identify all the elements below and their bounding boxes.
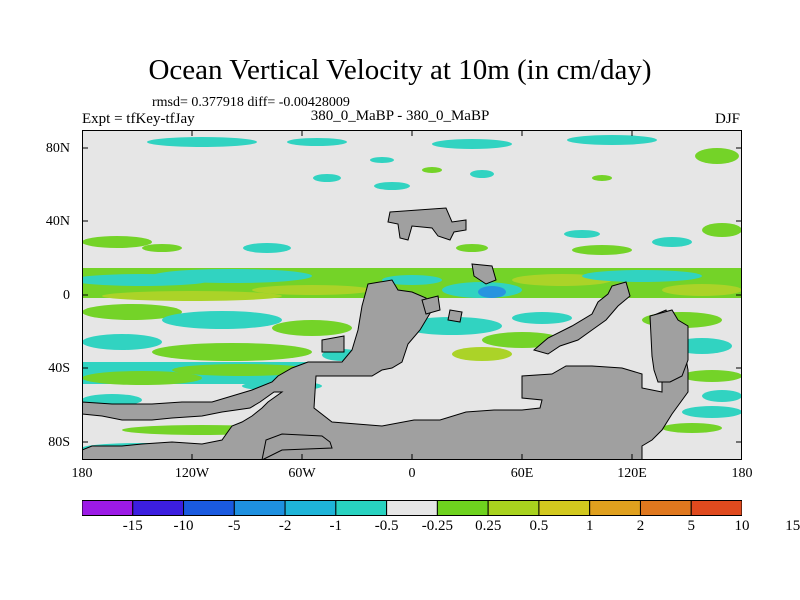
colorbar-box xyxy=(538,500,591,516)
colorbar-label: 1 xyxy=(585,518,594,534)
colorbar-label: -0.25 xyxy=(421,518,454,534)
lon-label-180e: 180 xyxy=(731,466,753,481)
colorbar-box xyxy=(487,500,540,516)
colorbar-label: -5 xyxy=(228,518,241,534)
colorbar-box xyxy=(386,500,438,516)
tick-marks xyxy=(82,130,742,460)
lat-label-40s: 40S xyxy=(48,361,70,376)
colorbar-label: -0.5 xyxy=(374,518,399,534)
colorbar-label: -1 xyxy=(329,518,343,534)
lat-label-80s: 80S xyxy=(48,435,70,450)
ocean-velocity-map xyxy=(82,130,742,460)
colorbar-label: 0.5 xyxy=(529,518,549,534)
experiment-label: Expt = tfKey-tfJay xyxy=(82,111,195,127)
lat-label-40n: 40N xyxy=(45,214,70,229)
season-label: DJF xyxy=(714,111,740,127)
colorbar-label: -15 xyxy=(122,518,143,534)
colorbar xyxy=(82,500,742,516)
colorbar-box xyxy=(183,500,235,516)
colorbar-label: 0.25 xyxy=(475,518,502,534)
colorbar-box xyxy=(436,500,489,516)
colorbar-label: 2 xyxy=(636,518,645,534)
colorbar-box xyxy=(589,500,641,516)
lat-label-80n: 80N xyxy=(45,141,70,156)
land-masses xyxy=(82,207,689,460)
stats-line: rmsd= 0.377918 diff= -0.00428009 xyxy=(152,95,350,110)
colorbar-box xyxy=(132,500,185,516)
colorbar-box xyxy=(233,500,286,516)
lon-label-120e: 120E xyxy=(617,466,647,481)
lon-label-180w: 180 xyxy=(71,466,93,481)
comparison-label: 380_0_MaBP - 380_0_MaBP xyxy=(310,108,490,124)
plot-title: Ocean Vertical Velocity at 10m (in cm/da… xyxy=(148,54,652,86)
colorbar-label: 5 xyxy=(687,518,695,534)
colorbar-label: -2 xyxy=(278,518,292,534)
lon-label-120w: 120W xyxy=(174,466,210,481)
colorbar-box xyxy=(639,500,692,516)
colorbar-box xyxy=(335,500,388,516)
colorbar-label: -10 xyxy=(173,518,194,534)
colorbar-box xyxy=(690,500,742,516)
lon-label-60w: 60W xyxy=(288,466,316,481)
lon-label-60e: 60E xyxy=(510,466,534,481)
colorbar-label: 15 xyxy=(785,518,800,534)
colorbar-box xyxy=(284,500,337,516)
lon-label-0: 0 xyxy=(408,466,416,481)
lat-label-eq: 0 xyxy=(63,288,70,303)
colorbar-box xyxy=(82,500,134,516)
colorbar-label: 10 xyxy=(734,518,750,534)
